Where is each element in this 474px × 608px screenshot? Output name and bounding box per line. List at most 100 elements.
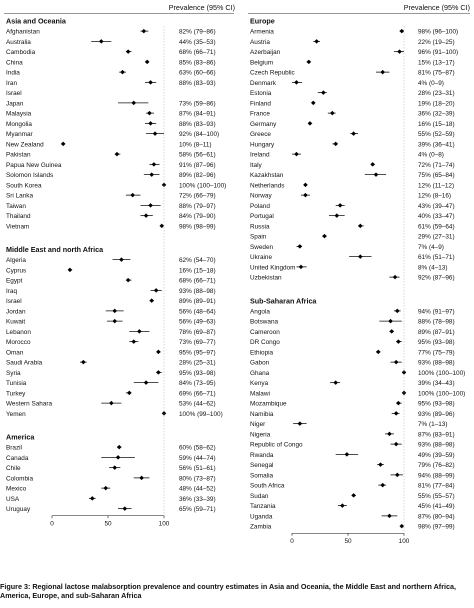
estimate-marker — [120, 69, 125, 75]
estimate-label: 36% (32–39) — [418, 111, 455, 118]
country-label: Israel — [6, 90, 22, 97]
estimate-marker — [148, 121, 153, 126]
estimate-label: 65% (59–71) — [179, 506, 216, 513]
country-label: Algeria — [6, 257, 26, 264]
estimate-label: 56% (51–61) — [179, 465, 216, 472]
estimate-label: 95% (93–98) — [418, 401, 455, 408]
estimate-marker — [139, 475, 144, 481]
estimate-marker — [333, 141, 338, 147]
estimate-label: 98% (96–100) — [418, 29, 458, 36]
estimate-marker — [130, 192, 135, 198]
estimate-marker — [393, 441, 399, 447]
estimate-label: 28% (23–31) — [418, 90, 455, 97]
estimate-marker — [294, 80, 299, 85]
country-label: Ireland — [250, 152, 270, 159]
estimate-marker — [373, 172, 379, 177]
estimate-marker — [370, 162, 375, 167]
country-label: Republic of Congo — [250, 442, 303, 449]
country-label: Senegal — [250, 462, 273, 469]
country-label: Egypt — [6, 278, 23, 285]
estimate-marker — [148, 80, 153, 85]
estimate-label: 10% (8–11) — [179, 141, 212, 148]
estimate-label: 88% (83–93) — [179, 121, 216, 128]
estimate-marker — [67, 267, 73, 273]
country-label: Japan — [6, 100, 24, 107]
country-label: Poland — [250, 203, 270, 210]
country-label: Sweden — [250, 244, 274, 251]
country-label: Pakistan — [6, 152, 31, 159]
estimate-marker — [396, 339, 401, 344]
country-label: Somalia — [250, 472, 274, 479]
country-label: Azerbaijan — [250, 49, 281, 56]
country-label: Turkey — [6, 390, 26, 397]
estimate-marker — [149, 298, 154, 303]
estimate-marker — [392, 274, 398, 280]
estimate-marker — [115, 455, 121, 460]
estimate-marker — [103, 485, 109, 491]
country-label: Rwanda — [250, 452, 274, 459]
estimate-marker — [90, 496, 95, 501]
x-tick-label: 100 — [399, 538, 410, 545]
estimate-label: 19% (18–20) — [418, 100, 455, 107]
estimate-marker — [358, 223, 363, 229]
estimate-marker — [306, 59, 312, 65]
estimate-label: 80% (73–87) — [179, 475, 216, 482]
estimate-label: 29% (27–31) — [418, 234, 455, 241]
estimate-marker — [394, 472, 400, 478]
country-label: Syria — [6, 370, 21, 377]
estimate-marker — [303, 182, 308, 188]
country-label: USA — [6, 496, 20, 503]
country-label: Russia — [250, 223, 270, 230]
estimate-marker — [114, 151, 120, 157]
estimate-label: 48% (44–52) — [179, 486, 216, 493]
country-label: Norway — [250, 193, 272, 200]
estimate-label: 88% (78–98) — [418, 319, 455, 326]
country-label: Mozambique — [250, 401, 287, 408]
country-label: DR Congo — [250, 339, 280, 346]
estimate-marker — [307, 121, 313, 126]
estimate-marker — [321, 90, 326, 95]
estimate-marker — [294, 151, 299, 157]
estimate-label: 89% (82–96) — [179, 172, 216, 179]
country-label: Czech Republic — [250, 70, 296, 77]
estimate-label: 43% (39–47) — [418, 203, 455, 210]
estimate-label: 16% (15–18) — [418, 121, 455, 128]
estimate-label: 95% (95–97) — [179, 349, 216, 356]
estimate-marker — [144, 59, 150, 65]
estimate-label: 89% (87–91) — [418, 329, 455, 336]
estimate-label: 72% (71–74) — [418, 162, 455, 169]
estimate-label: 7% (4–9) — [418, 244, 444, 251]
estimate-label: 100% (99–100) — [179, 411, 223, 418]
x-tick-label: 0 — [290, 538, 294, 545]
estimate-label: 92% (87–96) — [418, 275, 455, 282]
estimate-marker — [156, 370, 161, 375]
estimate-marker — [396, 400, 401, 406]
country-label: Colombia — [6, 475, 33, 482]
estimate-marker — [337, 203, 343, 208]
estimate-marker — [98, 39, 104, 44]
country-label: Zambia — [250, 524, 272, 531]
estimate-marker — [330, 110, 335, 116]
x-tick-label: 100 — [159, 520, 170, 527]
estimate-label: 68% (66–71) — [179, 278, 216, 285]
estimate-marker — [125, 49, 131, 54]
country-label: Netherlands — [250, 182, 284, 189]
estimate-label: 58% (56–61) — [179, 152, 216, 159]
estimate-marker — [81, 359, 86, 365]
country-label: Mexico — [6, 486, 27, 493]
country-label: Israel — [6, 298, 22, 305]
estimate-marker — [141, 28, 147, 34]
estimate-label: 88% (83–93) — [179, 80, 216, 87]
estimate-marker — [394, 308, 400, 314]
estimate-label: 8% (4–13) — [418, 264, 448, 271]
country-label: Denmark — [250, 80, 277, 87]
country-label: Saudi Arabia — [6, 360, 43, 367]
country-label: South Korea — [6, 182, 42, 189]
estimate-label: 87% (83–91) — [418, 431, 455, 438]
estimate-label: 55% (55–57) — [418, 493, 455, 500]
estimate-label: 12% (8–16) — [418, 193, 451, 200]
estimate-label: 62% (54–70) — [179, 257, 216, 264]
estimate-marker — [119, 257, 124, 262]
estimate-marker — [399, 523, 405, 529]
